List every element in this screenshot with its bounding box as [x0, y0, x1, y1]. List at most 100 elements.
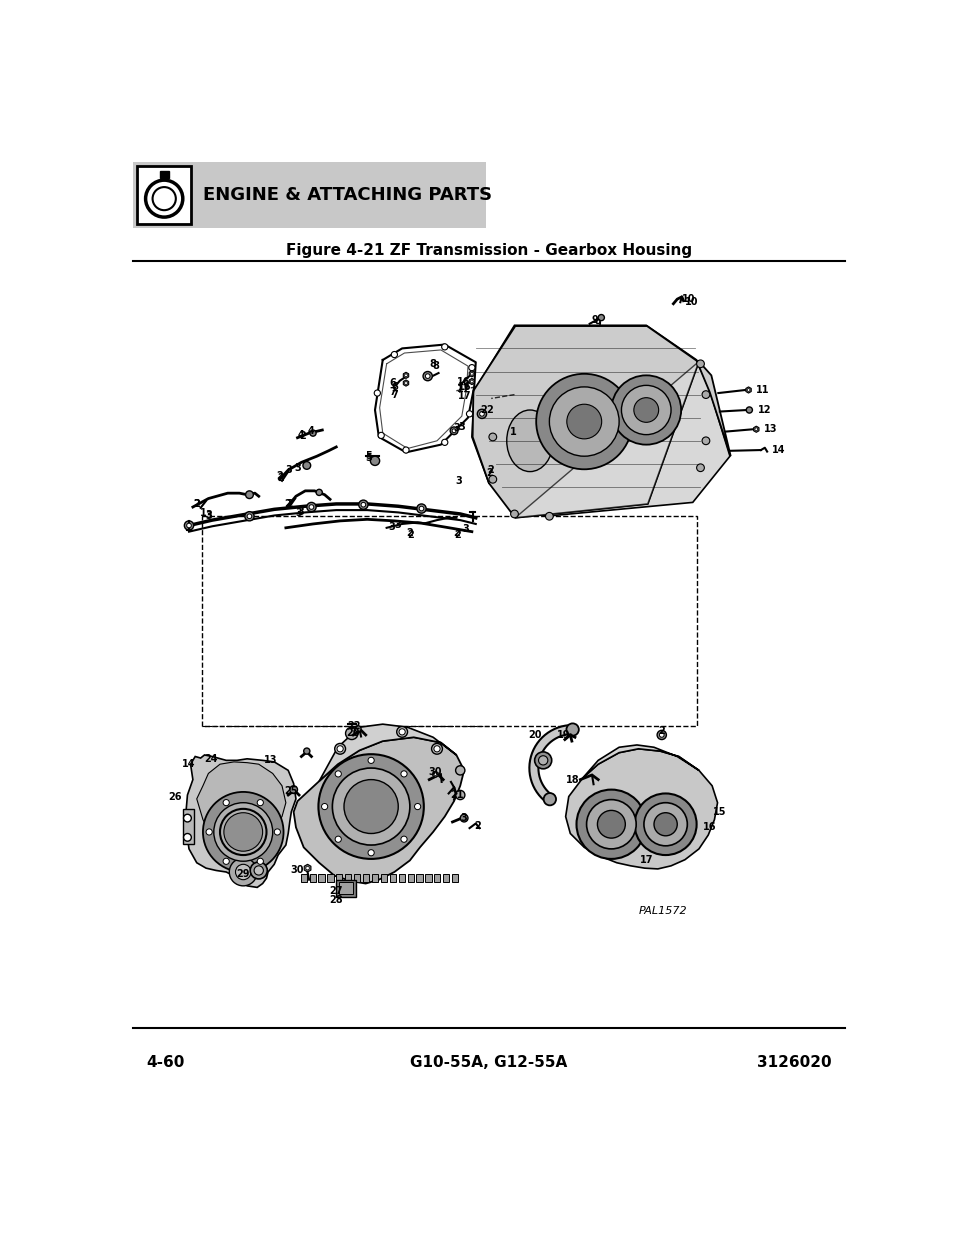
Text: 9: 9: [591, 315, 598, 325]
Circle shape: [434, 746, 439, 752]
Circle shape: [245, 511, 253, 521]
Polygon shape: [565, 748, 717, 869]
Text: 2: 2: [454, 530, 461, 540]
Circle shape: [274, 829, 280, 835]
Text: Figure 4-21 ZF Transmission - Gearbox Housing: Figure 4-21 ZF Transmission - Gearbox Ho…: [286, 243, 691, 258]
Text: G10-55A, G12-55A: G10-55A, G12-55A: [410, 1056, 567, 1071]
Circle shape: [431, 743, 442, 755]
Text: 16: 16: [456, 377, 470, 387]
Text: 4: 4: [307, 426, 314, 436]
Text: 1: 1: [509, 426, 516, 436]
Bar: [318, 873, 324, 882]
Circle shape: [466, 411, 472, 417]
Circle shape: [309, 505, 314, 509]
Text: 2: 2: [658, 726, 664, 736]
Text: 6: 6: [389, 378, 395, 388]
Circle shape: [566, 404, 601, 438]
Circle shape: [303, 748, 310, 755]
Text: 2: 2: [406, 529, 413, 538]
Text: 5: 5: [365, 453, 372, 463]
Text: 2: 2: [487, 466, 494, 475]
Polygon shape: [745, 387, 750, 393]
Circle shape: [206, 829, 212, 835]
Circle shape: [566, 724, 578, 736]
Text: 8: 8: [432, 361, 438, 370]
FancyBboxPatch shape: [133, 162, 485, 227]
Circle shape: [321, 804, 328, 810]
Circle shape: [657, 730, 666, 740]
Circle shape: [229, 858, 257, 885]
Circle shape: [213, 803, 273, 861]
Polygon shape: [433, 771, 437, 777]
Circle shape: [425, 374, 430, 378]
Circle shape: [634, 793, 696, 855]
Text: 3: 3: [206, 511, 213, 521]
Text: 21: 21: [450, 790, 463, 800]
Bar: [137, 165, 192, 224]
Text: 14: 14: [182, 760, 195, 769]
Circle shape: [434, 773, 436, 776]
Ellipse shape: [570, 394, 613, 452]
Circle shape: [250, 862, 267, 879]
Circle shape: [470, 373, 473, 375]
Circle shape: [418, 506, 423, 511]
Circle shape: [187, 524, 192, 527]
Bar: [339, 882, 353, 894]
Text: 7: 7: [391, 389, 397, 400]
Polygon shape: [753, 426, 759, 432]
Text: 2: 2: [298, 431, 305, 441]
Text: 2: 2: [407, 530, 414, 540]
Circle shape: [450, 427, 457, 435]
Circle shape: [549, 387, 618, 456]
Bar: [300, 873, 307, 882]
Text: 4: 4: [297, 431, 304, 441]
Bar: [398, 873, 404, 882]
Polygon shape: [304, 864, 311, 872]
Text: 12: 12: [757, 405, 771, 415]
Text: 2: 2: [486, 405, 493, 415]
Text: 3: 3: [460, 813, 467, 823]
Circle shape: [377, 432, 384, 438]
Circle shape: [368, 757, 374, 763]
Text: 2: 2: [193, 499, 200, 509]
Circle shape: [456, 766, 464, 776]
Bar: [183, 809, 194, 844]
Circle shape: [404, 382, 407, 384]
Circle shape: [441, 440, 447, 446]
Text: 14: 14: [771, 445, 784, 454]
Text: 2: 2: [486, 468, 493, 478]
Text: 26: 26: [168, 793, 182, 803]
Circle shape: [183, 814, 192, 823]
Text: PAL1572: PAL1572: [638, 905, 686, 915]
Circle shape: [754, 427, 757, 431]
Circle shape: [335, 771, 341, 777]
Bar: [443, 873, 449, 882]
Polygon shape: [319, 724, 456, 782]
Polygon shape: [469, 378, 474, 384]
Circle shape: [620, 385, 670, 435]
Bar: [335, 873, 342, 882]
Text: 11: 11: [756, 385, 769, 395]
Circle shape: [223, 858, 229, 864]
Circle shape: [335, 836, 341, 842]
Bar: [202, 516, 696, 726]
Text: 2: 2: [479, 405, 486, 415]
Circle shape: [701, 390, 709, 399]
Circle shape: [696, 359, 703, 368]
Circle shape: [545, 513, 553, 520]
Circle shape: [332, 768, 410, 845]
Circle shape: [257, 858, 263, 864]
Bar: [362, 873, 369, 882]
Circle shape: [415, 804, 420, 810]
Circle shape: [441, 343, 447, 350]
Text: 3: 3: [462, 524, 469, 534]
Circle shape: [355, 726, 360, 732]
Text: 8: 8: [429, 359, 436, 369]
Circle shape: [452, 429, 456, 432]
Text: 15: 15: [713, 806, 726, 816]
Circle shape: [422, 372, 432, 380]
Text: 3: 3: [295, 508, 302, 519]
Text: 3: 3: [454, 422, 460, 432]
Text: 3: 3: [294, 463, 300, 473]
Circle shape: [306, 867, 309, 869]
